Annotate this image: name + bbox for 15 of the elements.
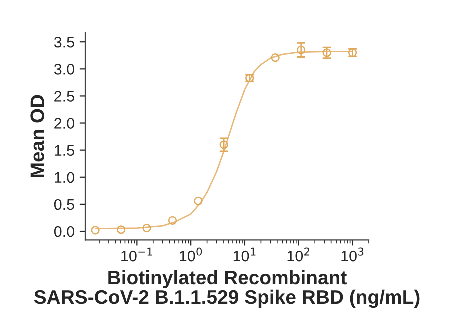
y-tick-label: 2.5: [54, 91, 74, 102]
x-tick-label: 10$^{−1}$: [122, 248, 152, 262]
y-tick-label: 2.0: [54, 118, 74, 129]
x-tick-label: 10$^{3}$: [342, 248, 364, 262]
y-tick-label: 0.5: [54, 199, 74, 210]
x-axis-title: Biotinylated Recombinant SARS-CoV-2 B.1.1.529 Spike RBD (ng/mL): [34, 270, 420, 308]
x-tick-label: 10$^{2}$: [288, 248, 310, 262]
y-tick-label: 1.0: [55, 172, 74, 184]
x-tick-label: 10$^{0}$: [180, 248, 202, 262]
y-tick-label: 0.0: [54, 226, 74, 238]
y-tick-label: 3.0: [54, 64, 74, 75]
x-tick-label: 10$^{1}$: [234, 248, 256, 262]
y-axis-title: Mean OD: [30, 95, 44, 178]
y-tick-label: 3.5: [54, 36, 74, 48]
y-tick-label: 1.5: [55, 145, 74, 156]
